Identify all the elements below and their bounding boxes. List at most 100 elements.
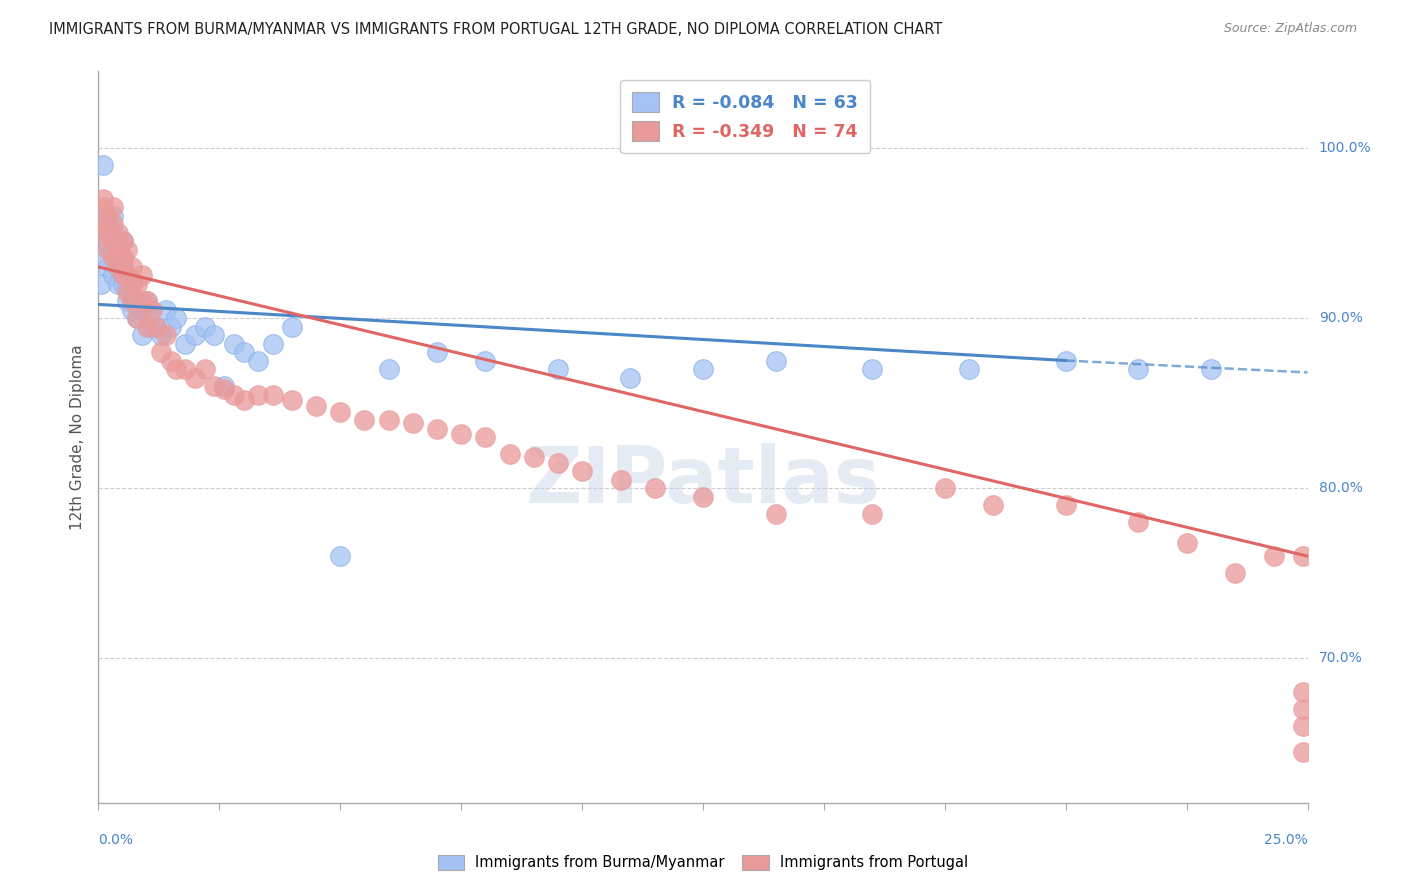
Point [107,252,129,266]
Point [111,252,134,266]
Point [165,362,187,376]
Point [90,277,112,291]
Point [1128,362,1150,376]
Text: 100.0%: 100.0% [1319,141,1371,155]
Point [232,392,254,407]
Point [127,293,149,308]
Point [121,302,143,317]
Point [111,252,134,266]
Point [91,201,114,215]
Text: IMMIGRANTS FROM BURMA/MYANMAR VS IMMIGRANTS FROM PORTUGAL 12TH GRADE, NO DIPLOMA: IMMIGRANTS FROM BURMA/MYANMAR VS IMMIGRA… [49,22,942,37]
Point [135,319,157,334]
Point [474,353,496,368]
Point [111,277,134,291]
Point [1175,535,1198,549]
Point [247,353,270,368]
Point [155,302,177,317]
Point [247,387,270,401]
Point [644,481,666,495]
Point [160,319,183,334]
Point [377,362,399,376]
Point [212,383,235,397]
Point [610,473,633,487]
Point [101,218,124,232]
Point [174,336,197,351]
Point [131,328,153,343]
Legend: Immigrants from Burma/Myanmar, Immigrants from Portugal: Immigrants from Burma/Myanmar, Immigrant… [432,848,974,876]
Point [262,336,284,351]
Point [1292,745,1315,759]
Text: 80.0%: 80.0% [1319,481,1362,495]
Point [131,268,153,283]
Point [91,192,114,206]
Point [329,549,352,563]
Point [117,243,139,257]
Point [107,243,129,257]
Text: 70.0%: 70.0% [1319,651,1362,665]
Text: ZIPatlas: ZIPatlas [526,443,880,519]
Point [377,413,399,427]
Point [101,209,124,223]
Point [107,260,129,274]
Point [127,277,149,291]
Point [97,209,120,223]
Point [204,379,226,393]
Point [121,277,143,291]
Point [860,362,883,376]
Point [91,252,114,266]
Point [1292,702,1315,716]
Point [765,507,787,521]
Point [97,243,120,257]
Point [150,345,173,359]
Point [547,362,569,376]
Point [450,426,472,441]
Text: 25.0%: 25.0% [1264,833,1308,847]
Point [111,235,134,249]
Point [262,387,284,401]
Point [1263,549,1285,563]
Point [90,226,112,240]
Point [135,302,157,317]
Point [1054,353,1077,368]
Point [165,311,187,326]
Point [107,226,129,240]
Point [547,456,569,470]
Point [101,201,124,215]
Point [1223,566,1246,581]
Point [523,450,546,465]
Point [204,328,226,343]
Point [426,421,449,435]
Point [353,413,375,427]
Point [91,218,114,232]
Text: Source: ZipAtlas.com: Source: ZipAtlas.com [1223,22,1357,36]
Point [101,235,124,249]
Point [97,260,120,274]
Y-axis label: 12th Grade, No Diploma: 12th Grade, No Diploma [70,344,86,530]
Point [145,319,167,334]
Point [1054,498,1077,512]
Point [305,400,328,414]
Point [121,277,143,291]
Point [765,353,787,368]
Point [1128,515,1150,529]
Point [117,268,139,283]
Point [121,293,143,308]
Point [111,268,134,283]
Point [692,362,714,376]
Point [117,293,139,308]
Point [212,379,235,393]
Point [107,235,129,249]
Text: 0.0%: 0.0% [98,833,134,847]
Point [121,293,143,308]
Point [141,319,163,334]
Point [145,319,167,334]
Point [107,260,129,274]
Point [111,268,134,283]
Point [150,328,173,343]
Point [111,235,134,249]
Point [117,285,139,300]
Point [101,226,124,240]
Point [135,293,157,308]
Point [160,353,183,368]
Point [101,243,124,257]
